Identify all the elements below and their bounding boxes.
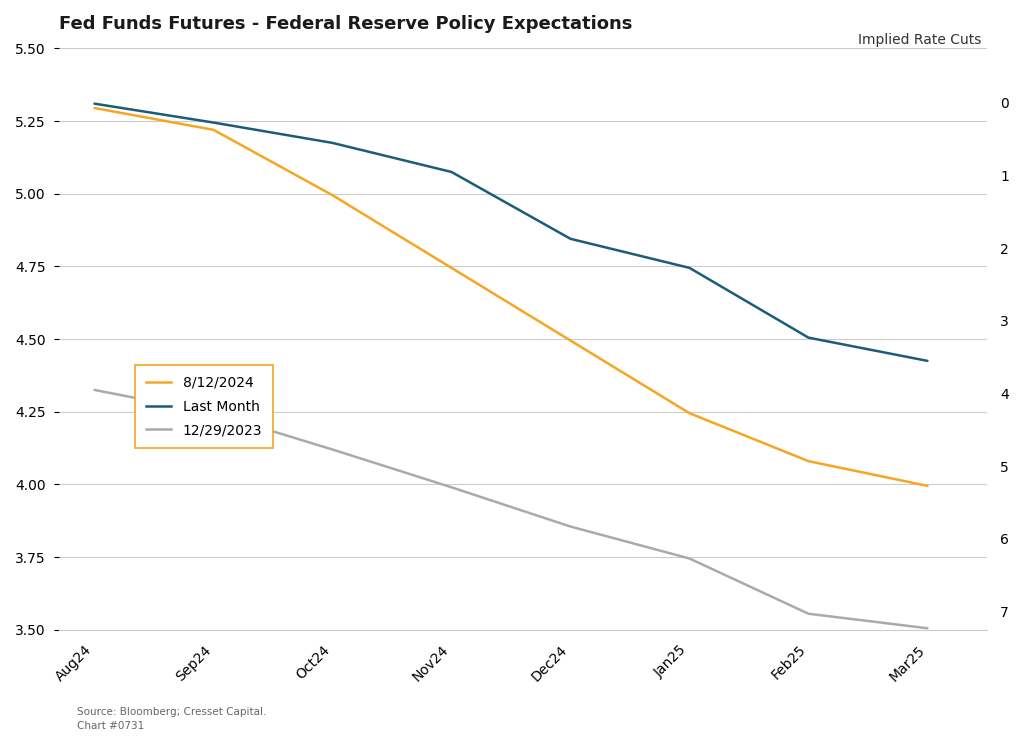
Last Month xyxy=(327,138,339,147)
8/12/2024 xyxy=(922,481,934,490)
Text: Source: Bloomberg; Cresset Capital.
Chart #0731: Source: Bloomberg; Cresset Capital. Char… xyxy=(77,708,266,731)
Line: 8/12/2024: 8/12/2024 xyxy=(94,108,928,486)
12/29/2023 xyxy=(88,385,100,394)
8/12/2024 xyxy=(88,103,100,112)
8/12/2024 xyxy=(445,263,458,272)
8/12/2024 xyxy=(327,190,339,199)
8/12/2024 xyxy=(802,457,814,466)
12/29/2023 xyxy=(327,445,339,454)
Last Month xyxy=(802,333,814,342)
12/29/2023 xyxy=(683,554,695,563)
8/12/2024 xyxy=(564,336,577,345)
Last Month xyxy=(445,167,458,176)
Last Month xyxy=(88,99,100,108)
Last Month xyxy=(564,234,577,243)
Last Month xyxy=(208,118,220,127)
Last Month xyxy=(922,356,934,365)
12/29/2023 xyxy=(445,483,458,492)
Last Month xyxy=(683,263,695,272)
12/29/2023 xyxy=(922,623,934,632)
8/12/2024 xyxy=(683,408,695,417)
Text: Fed Funds Futures - Federal Reserve Policy Expectations: Fed Funds Futures - Federal Reserve Poli… xyxy=(58,15,632,33)
Line: Last Month: Last Month xyxy=(94,103,928,361)
12/29/2023 xyxy=(208,408,220,417)
Text: Implied Rate Cuts: Implied Rate Cuts xyxy=(858,33,981,48)
Legend: 8/12/2024, Last Month, 12/29/2023: 8/12/2024, Last Month, 12/29/2023 xyxy=(135,365,273,449)
12/29/2023 xyxy=(564,522,577,531)
8/12/2024 xyxy=(208,125,220,134)
Line: 12/29/2023: 12/29/2023 xyxy=(94,390,928,628)
12/29/2023 xyxy=(802,609,814,618)
